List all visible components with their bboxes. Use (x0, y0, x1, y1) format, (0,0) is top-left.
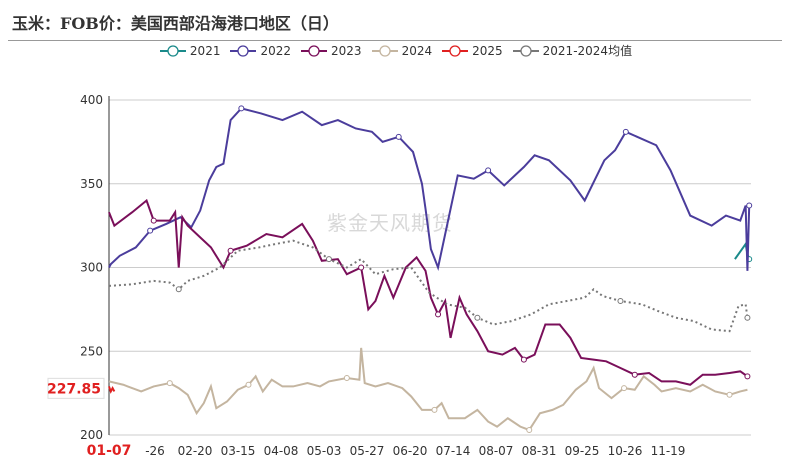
x-tick-label: 08-07 (479, 444, 514, 458)
series-line-2025 (108, 385, 116, 394)
x-tick-label: 08-31 (522, 444, 557, 458)
series-line-2022 (108, 107, 751, 271)
data-point (621, 385, 628, 392)
legend-marker-icon (159, 44, 186, 57)
data-point (746, 202, 753, 209)
chart-title: 玉米：FOB价：美国西部沿海港口地区（日） (12, 14, 339, 33)
legend-label: 2021-2024均值 (542, 44, 633, 58)
data-point (744, 314, 751, 321)
y-tick-label: 300 (80, 261, 103, 275)
watermark: 紫金天风期货 (327, 211, 453, 235)
x-tick-label: 10-26 (608, 444, 643, 458)
legend-label: 2021 (189, 43, 221, 58)
series-line-2024 (108, 347, 748, 432)
x-tick-label: 02-20 (178, 444, 213, 458)
y-tick-label: 400 (80, 93, 103, 107)
x-tick-label: 09-25 (565, 444, 600, 458)
legend-label: 2023 (331, 43, 362, 58)
data-point (431, 406, 438, 413)
x-tick-label: 05-03 (307, 444, 342, 458)
data-point (622, 128, 629, 135)
data-point (245, 381, 252, 388)
data-point (147, 227, 154, 234)
series-line-2023 (108, 198, 748, 386)
y-tick-label: 350 (80, 177, 103, 191)
legend-label: 2022 (260, 43, 292, 58)
data-point (474, 314, 481, 321)
data-point (744, 373, 751, 380)
legend-label: 2024 (401, 43, 433, 58)
data-point (520, 356, 527, 363)
legend-item[interactable]: 2023 (301, 44, 362, 58)
data-point (343, 375, 350, 382)
data-point (238, 105, 245, 112)
data-point (631, 371, 638, 378)
legend-marker-icon (442, 44, 469, 57)
legend-label: 2025 (472, 43, 503, 58)
x-tick-label: 11-19 (651, 444, 686, 458)
legend: 2021 2022 2023 2024 2025 2021-2024均值 (0, 42, 792, 61)
data-point (166, 380, 173, 387)
data-point (325, 256, 332, 263)
legend-marker-icon (512, 44, 539, 57)
data-point (726, 391, 733, 398)
y-tick-label: 250 (80, 344, 103, 358)
legend-item[interactable]: 2025 (442, 44, 503, 58)
x-tick-label: 05-27 (350, 444, 385, 458)
data-point (175, 286, 182, 293)
data-point (150, 217, 157, 224)
data-point (395, 133, 402, 140)
x-tick-label: 01-07 (87, 443, 132, 459)
legend-item[interactable]: 2021-2024均值 (512, 42, 633, 59)
legend-item[interactable]: 2024 (371, 43, 433, 58)
legend-marker-icon (301, 44, 328, 57)
legend-item[interactable]: 2021 (159, 43, 221, 58)
y-tick-label: 200 (80, 428, 103, 442)
current-value-box (47, 377, 105, 399)
legend-item[interactable]: 2022 (230, 44, 291, 58)
data-point (617, 298, 624, 304)
data-point (526, 426, 533, 433)
legend-marker-icon (230, 44, 257, 57)
legend-marker-icon (371, 44, 398, 57)
x-tick-label: 04-08 (264, 444, 299, 458)
current-value-label: 227.85 (47, 381, 101, 397)
data-point (485, 167, 492, 174)
data-point (358, 264, 365, 271)
data-point (227, 247, 234, 254)
x-tick-label: 06-20 (393, 444, 428, 458)
x-tick-label: 07-14 (436, 444, 471, 458)
data-point (435, 311, 442, 318)
x-tick-label: -26 (145, 444, 165, 458)
title-divider (8, 40, 782, 41)
x-tick-label: 03-15 (221, 444, 256, 458)
